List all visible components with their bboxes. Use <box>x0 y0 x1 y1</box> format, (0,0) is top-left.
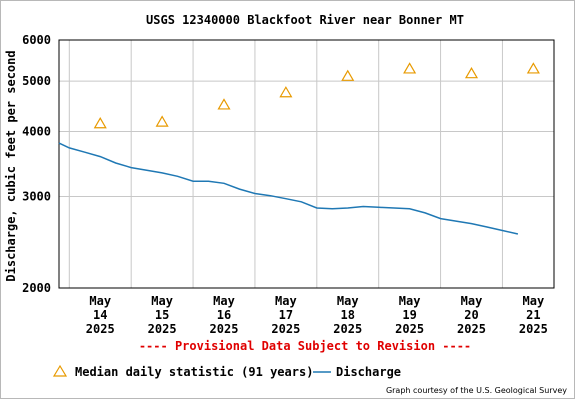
y-tick-label: 4000 <box>22 125 51 139</box>
x-tick-label: May <box>89 294 111 308</box>
x-tick-label: May <box>461 294 483 308</box>
y-tick-label: 3000 <box>22 189 51 203</box>
median-point <box>155 115 169 127</box>
x-tick-label: 2025 <box>333 322 362 336</box>
y-tick-label: 2000 <box>22 281 51 295</box>
median-point <box>93 117 107 129</box>
x-tick-label: 14 <box>93 308 107 322</box>
y-tick-labels: 2000 3000 4000 5000 6000 <box>22 33 51 295</box>
x-tick-label: 2025 <box>210 322 239 336</box>
plot-area <box>58 39 555 289</box>
x-tick-label: 21 <box>526 308 540 322</box>
x-tick-label: 2025 <box>148 322 177 336</box>
x-tick-label: 16 <box>217 308 231 322</box>
median-point <box>217 98 231 110</box>
x-tick-label: May <box>337 294 359 308</box>
y-tick-label: 6000 <box>22 33 51 47</box>
chart-title: USGS 12340000 Blackfoot River near Bonne… <box>146 13 464 27</box>
x-tick-label: May <box>523 294 545 308</box>
median-point <box>279 86 293 98</box>
median-point <box>464 66 479 79</box>
x-tick-label: 20 <box>464 308 478 322</box>
x-tick-label: 2025 <box>86 322 115 336</box>
legend-triangle-marker <box>52 364 68 377</box>
y-tick-label: 5000 <box>22 74 51 88</box>
discharge-line <box>58 142 519 235</box>
median-point <box>341 69 355 81</box>
legend-discharge-label: Discharge <box>336 365 401 379</box>
x-tick-label: May <box>399 294 421 308</box>
x-tick-label: May <box>213 294 235 308</box>
x-tick-label: 2025 <box>395 322 424 336</box>
median-point <box>403 62 417 74</box>
legend-median-label: Median daily statistic (91 years) <box>75 365 313 379</box>
x-tick-label: 2025 <box>271 322 300 336</box>
credit-text: Graph courtesy of the U.S. Geological Su… <box>386 386 567 395</box>
x-tick-label: 2025 <box>457 322 486 336</box>
legend: Median daily statistic (91 years) Discha… <box>52 364 401 379</box>
provisional-note: ---- Provisional Data Subject to Revisio… <box>139 339 471 353</box>
x-tick-label: 15 <box>155 308 169 322</box>
series-layer <box>58 62 540 235</box>
x-tick-label: 19 <box>402 308 416 322</box>
x-tick-label: May <box>275 294 297 308</box>
x-tick-label: May <box>151 294 173 308</box>
y-axis-label: Discharge, cubic feet per second <box>4 50 18 281</box>
grid <box>59 39 554 289</box>
x-tick-label: 17 <box>279 308 293 322</box>
x-tick-label: 18 <box>341 308 355 322</box>
x-tick-label: 2025 <box>519 322 548 336</box>
median-point <box>526 62 540 74</box>
x-tick-labels: May142025May152025May162025May172025May1… <box>86 294 548 336</box>
